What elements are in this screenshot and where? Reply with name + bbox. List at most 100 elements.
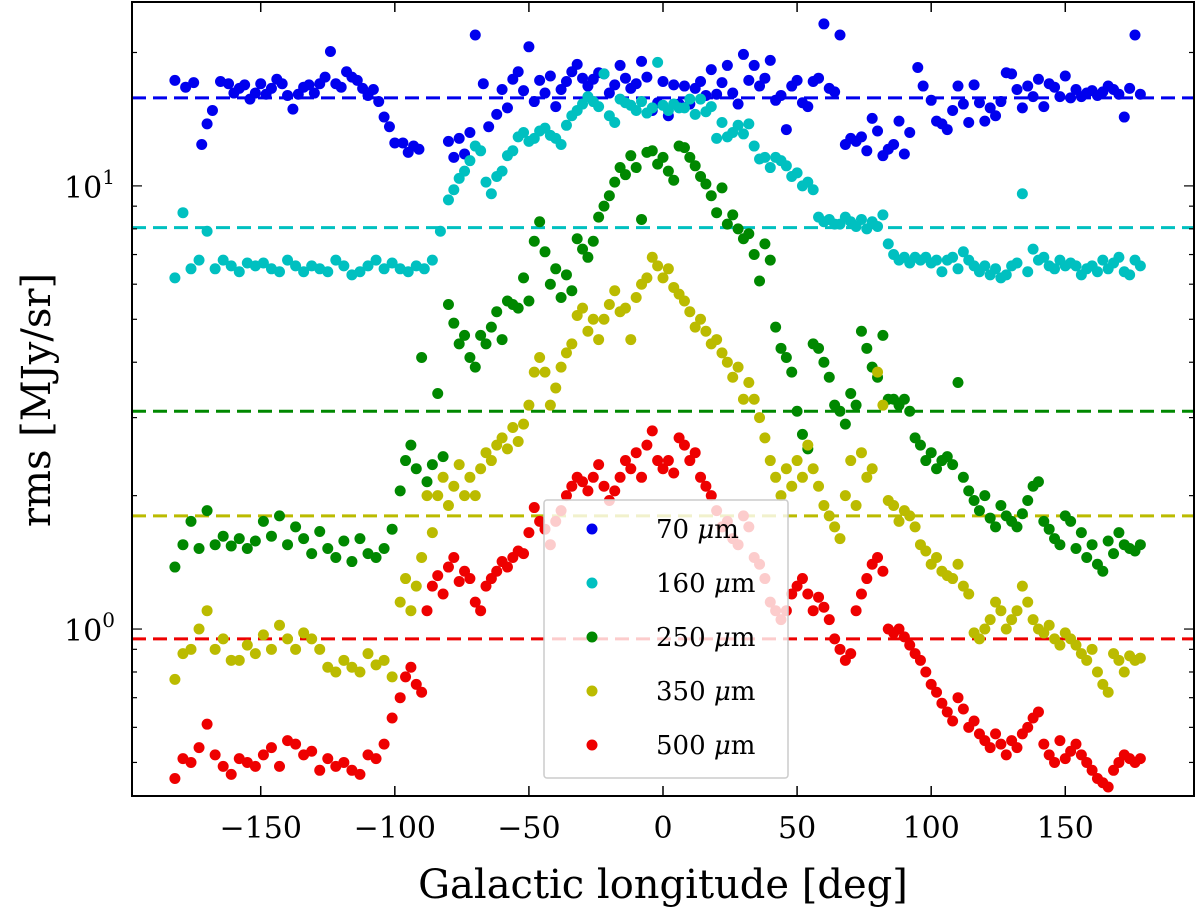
data-point bbox=[780, 463, 792, 475]
data-point bbox=[786, 588, 798, 600]
data-point bbox=[169, 272, 181, 284]
data-point bbox=[432, 490, 444, 502]
data-point bbox=[322, 753, 334, 765]
data-point bbox=[646, 251, 658, 263]
data-point bbox=[1038, 738, 1050, 750]
data-point bbox=[1134, 652, 1146, 664]
data-point bbox=[802, 101, 814, 113]
data-point bbox=[507, 73, 519, 85]
data-point bbox=[169, 772, 181, 784]
data-point bbox=[485, 188, 497, 200]
data-point bbox=[625, 463, 637, 475]
data-point bbox=[1091, 266, 1103, 278]
data-point bbox=[641, 439, 653, 451]
data-point bbox=[550, 382, 562, 394]
data-point bbox=[1081, 654, 1093, 666]
data-point bbox=[448, 184, 460, 196]
data-point bbox=[405, 439, 417, 451]
data-point bbox=[386, 257, 398, 269]
data-point bbox=[410, 463, 422, 475]
data-point bbox=[193, 254, 205, 266]
series-group bbox=[169, 18, 1146, 163]
data-point bbox=[678, 80, 690, 92]
data-point bbox=[818, 356, 830, 368]
data-point bbox=[603, 87, 615, 99]
data-point bbox=[1022, 721, 1034, 733]
data-point bbox=[241, 542, 253, 554]
data-point bbox=[453, 459, 465, 471]
data-point bbox=[598, 68, 610, 80]
data-point bbox=[314, 764, 326, 776]
legend-wavelength: 350 bbox=[656, 677, 714, 707]
data-point bbox=[201, 718, 213, 730]
data-point bbox=[689, 321, 701, 333]
data-point bbox=[367, 84, 379, 96]
data-point bbox=[394, 692, 406, 704]
data-point bbox=[582, 251, 594, 263]
data-point bbox=[330, 666, 342, 678]
data-point bbox=[855, 131, 867, 143]
data-point bbox=[625, 150, 637, 162]
legend-unit: m bbox=[731, 623, 756, 653]
data-point bbox=[518, 418, 530, 430]
data-point bbox=[1049, 756, 1061, 768]
data-point bbox=[593, 211, 605, 223]
data-point bbox=[732, 119, 744, 131]
data-point bbox=[888, 500, 900, 512]
series-group bbox=[169, 251, 1146, 698]
data-point bbox=[791, 167, 803, 179]
data-point bbox=[705, 64, 717, 76]
data-point bbox=[716, 117, 728, 129]
data-point bbox=[684, 306, 696, 318]
data-point bbox=[947, 573, 959, 585]
data-point bbox=[1022, 596, 1034, 608]
data-point bbox=[496, 432, 508, 444]
data-point bbox=[721, 218, 733, 230]
data-point bbox=[861, 573, 873, 585]
data-point bbox=[354, 533, 366, 545]
y-axis-ticks bbox=[132, 51, 1194, 764]
data-point bbox=[442, 561, 454, 573]
data-point bbox=[378, 263, 390, 275]
legend-marker bbox=[586, 523, 598, 535]
data-point bbox=[646, 102, 658, 114]
data-point bbox=[528, 502, 540, 514]
legend-unit: m bbox=[731, 677, 756, 707]
data-point bbox=[555, 361, 567, 373]
data-point bbox=[544, 278, 556, 290]
data-point bbox=[888, 138, 900, 150]
data-point bbox=[603, 298, 615, 310]
data-point bbox=[290, 643, 302, 655]
data-point bbox=[566, 480, 578, 492]
data-point bbox=[759, 238, 771, 250]
data-point bbox=[1038, 627, 1050, 639]
data-point bbox=[818, 601, 830, 613]
data-point bbox=[1086, 643, 1098, 655]
data-point bbox=[491, 108, 503, 120]
data-point bbox=[1113, 251, 1125, 263]
legend-unit: m bbox=[714, 515, 739, 545]
data-point bbox=[630, 78, 642, 90]
legend-label: 250 μm bbox=[656, 623, 755, 653]
legend-unit: m bbox=[731, 731, 756, 761]
y-axis-title: rms [MJy/sr] bbox=[14, 273, 60, 527]
data-point bbox=[813, 591, 825, 603]
data-point bbox=[593, 101, 605, 113]
data-point bbox=[614, 471, 626, 483]
data-point bbox=[491, 565, 503, 577]
data-point bbox=[732, 98, 744, 110]
data-point bbox=[770, 321, 782, 333]
data-point bbox=[684, 151, 696, 163]
data-point bbox=[354, 266, 366, 278]
data-point bbox=[501, 443, 513, 455]
data-point bbox=[850, 399, 862, 411]
data-point bbox=[759, 432, 771, 444]
data-point bbox=[593, 459, 605, 471]
data-point bbox=[813, 480, 825, 492]
data-point bbox=[973, 97, 985, 109]
data-point bbox=[609, 79, 621, 91]
data-point bbox=[1065, 515, 1077, 527]
data-point bbox=[560, 119, 572, 131]
data-point bbox=[700, 178, 712, 190]
